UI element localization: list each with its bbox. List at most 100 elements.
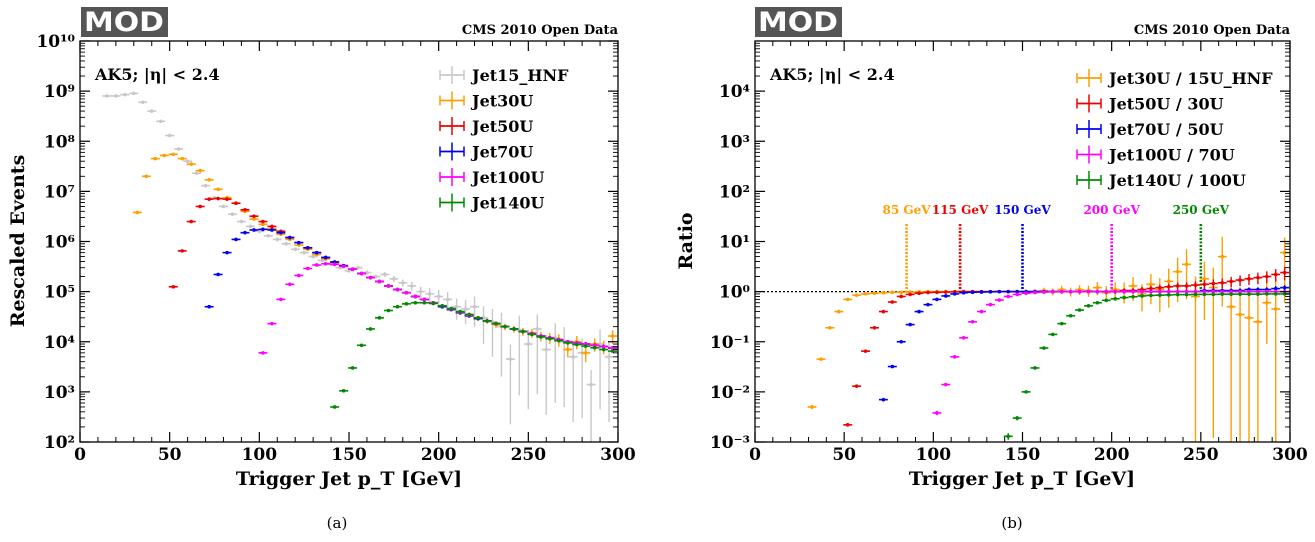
data-point xyxy=(186,162,196,166)
marker xyxy=(153,156,158,161)
data-point xyxy=(861,349,871,353)
y-tick-label: 10⁰ xyxy=(719,283,750,303)
data-point xyxy=(455,309,465,314)
marker xyxy=(1015,416,1019,420)
marker xyxy=(571,355,575,359)
data-point xyxy=(941,382,951,387)
data-point xyxy=(1271,278,1281,442)
legend-label: Jet100U / 70U xyxy=(1107,146,1235,165)
marker xyxy=(248,224,253,229)
logo-text: MOD xyxy=(758,7,838,38)
marker xyxy=(1113,289,1118,294)
marker xyxy=(1220,292,1225,296)
data-point xyxy=(523,329,533,410)
data-point xyxy=(380,271,390,278)
data-point xyxy=(263,233,273,238)
data-point xyxy=(267,224,277,229)
marker xyxy=(881,290,886,295)
data-point xyxy=(816,357,826,361)
marker xyxy=(917,309,921,314)
marker xyxy=(521,329,525,334)
data-point xyxy=(231,237,241,242)
marker xyxy=(1077,289,1082,294)
marker xyxy=(1158,289,1162,294)
data-point xyxy=(303,266,313,271)
marker xyxy=(418,289,423,294)
legend-item: Jet100U xyxy=(439,168,545,187)
marker xyxy=(1282,270,1287,275)
marker xyxy=(105,94,109,98)
data-point xyxy=(285,235,295,240)
y-tick-label: 10² xyxy=(44,433,75,453)
data-point xyxy=(339,389,349,393)
marker xyxy=(1265,274,1269,279)
marker xyxy=(359,271,364,276)
data-point xyxy=(1075,308,1085,312)
marker xyxy=(296,273,301,278)
marker xyxy=(1149,282,1153,287)
data-point xyxy=(541,334,551,415)
data-point xyxy=(554,338,564,343)
marker xyxy=(261,219,265,224)
data-point xyxy=(1155,289,1165,294)
marker xyxy=(1095,300,1100,305)
marker xyxy=(952,292,957,296)
data-point xyxy=(1173,289,1183,294)
data-point xyxy=(1271,292,1281,296)
marker xyxy=(997,289,1002,294)
x-tick-label: 0 xyxy=(74,445,86,465)
data-point xyxy=(604,342,614,423)
marker xyxy=(243,207,247,212)
marker xyxy=(383,272,387,277)
marker xyxy=(323,255,328,260)
marker xyxy=(988,290,993,294)
data-point xyxy=(1235,287,1245,442)
marker xyxy=(1140,289,1144,294)
legend-label: Jet100U xyxy=(470,168,545,187)
data-point xyxy=(276,230,286,235)
data-point xyxy=(1128,289,1138,294)
data-point xyxy=(383,284,393,288)
corner-label: CMS 2010 Open Data xyxy=(1134,23,1291,38)
series-jet100u-70u xyxy=(932,289,1290,416)
marker xyxy=(288,282,292,287)
threshold-label: 150 GeV xyxy=(994,203,1051,217)
marker xyxy=(350,267,355,272)
marker xyxy=(565,347,570,352)
data-point xyxy=(258,222,268,227)
legend-item: Jet30U xyxy=(439,91,533,111)
data-point xyxy=(527,332,537,337)
data-point xyxy=(563,341,573,345)
x-tick-label: 50 xyxy=(158,445,182,465)
data-point xyxy=(923,302,933,307)
marker xyxy=(314,263,319,267)
x-tick-label: 100 xyxy=(242,445,278,465)
data-point xyxy=(330,405,340,409)
data-point xyxy=(1164,293,1174,297)
data-point xyxy=(348,366,358,370)
marker xyxy=(422,297,427,302)
data-point xyxy=(330,262,340,267)
marker xyxy=(167,133,172,138)
marker xyxy=(198,204,202,209)
marker xyxy=(135,210,140,215)
data-point xyxy=(321,261,331,266)
marker xyxy=(565,341,570,345)
data-point xyxy=(545,336,555,341)
marker xyxy=(311,254,315,259)
marker xyxy=(1015,292,1019,297)
data-point xyxy=(425,288,435,302)
marker xyxy=(350,366,355,370)
data-point xyxy=(914,291,924,296)
marker xyxy=(1006,294,1011,299)
data-point xyxy=(308,254,318,259)
marker xyxy=(1149,293,1153,298)
legend: Jet30U / 15U_HNF Jet50U / 30U Jet70U / 50U… xyxy=(1076,69,1273,190)
data-layer xyxy=(807,236,1290,442)
marker xyxy=(1068,289,1073,294)
marker xyxy=(1265,300,1269,305)
legend: Jet15_HNF Jet30U Jet50U Jet70U Jet100U Jet140… xyxy=(439,66,569,213)
marker xyxy=(284,241,289,246)
marker xyxy=(854,293,859,297)
